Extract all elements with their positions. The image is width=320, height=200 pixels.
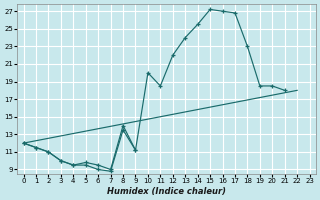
X-axis label: Humidex (Indice chaleur): Humidex (Indice chaleur) <box>107 187 226 196</box>
